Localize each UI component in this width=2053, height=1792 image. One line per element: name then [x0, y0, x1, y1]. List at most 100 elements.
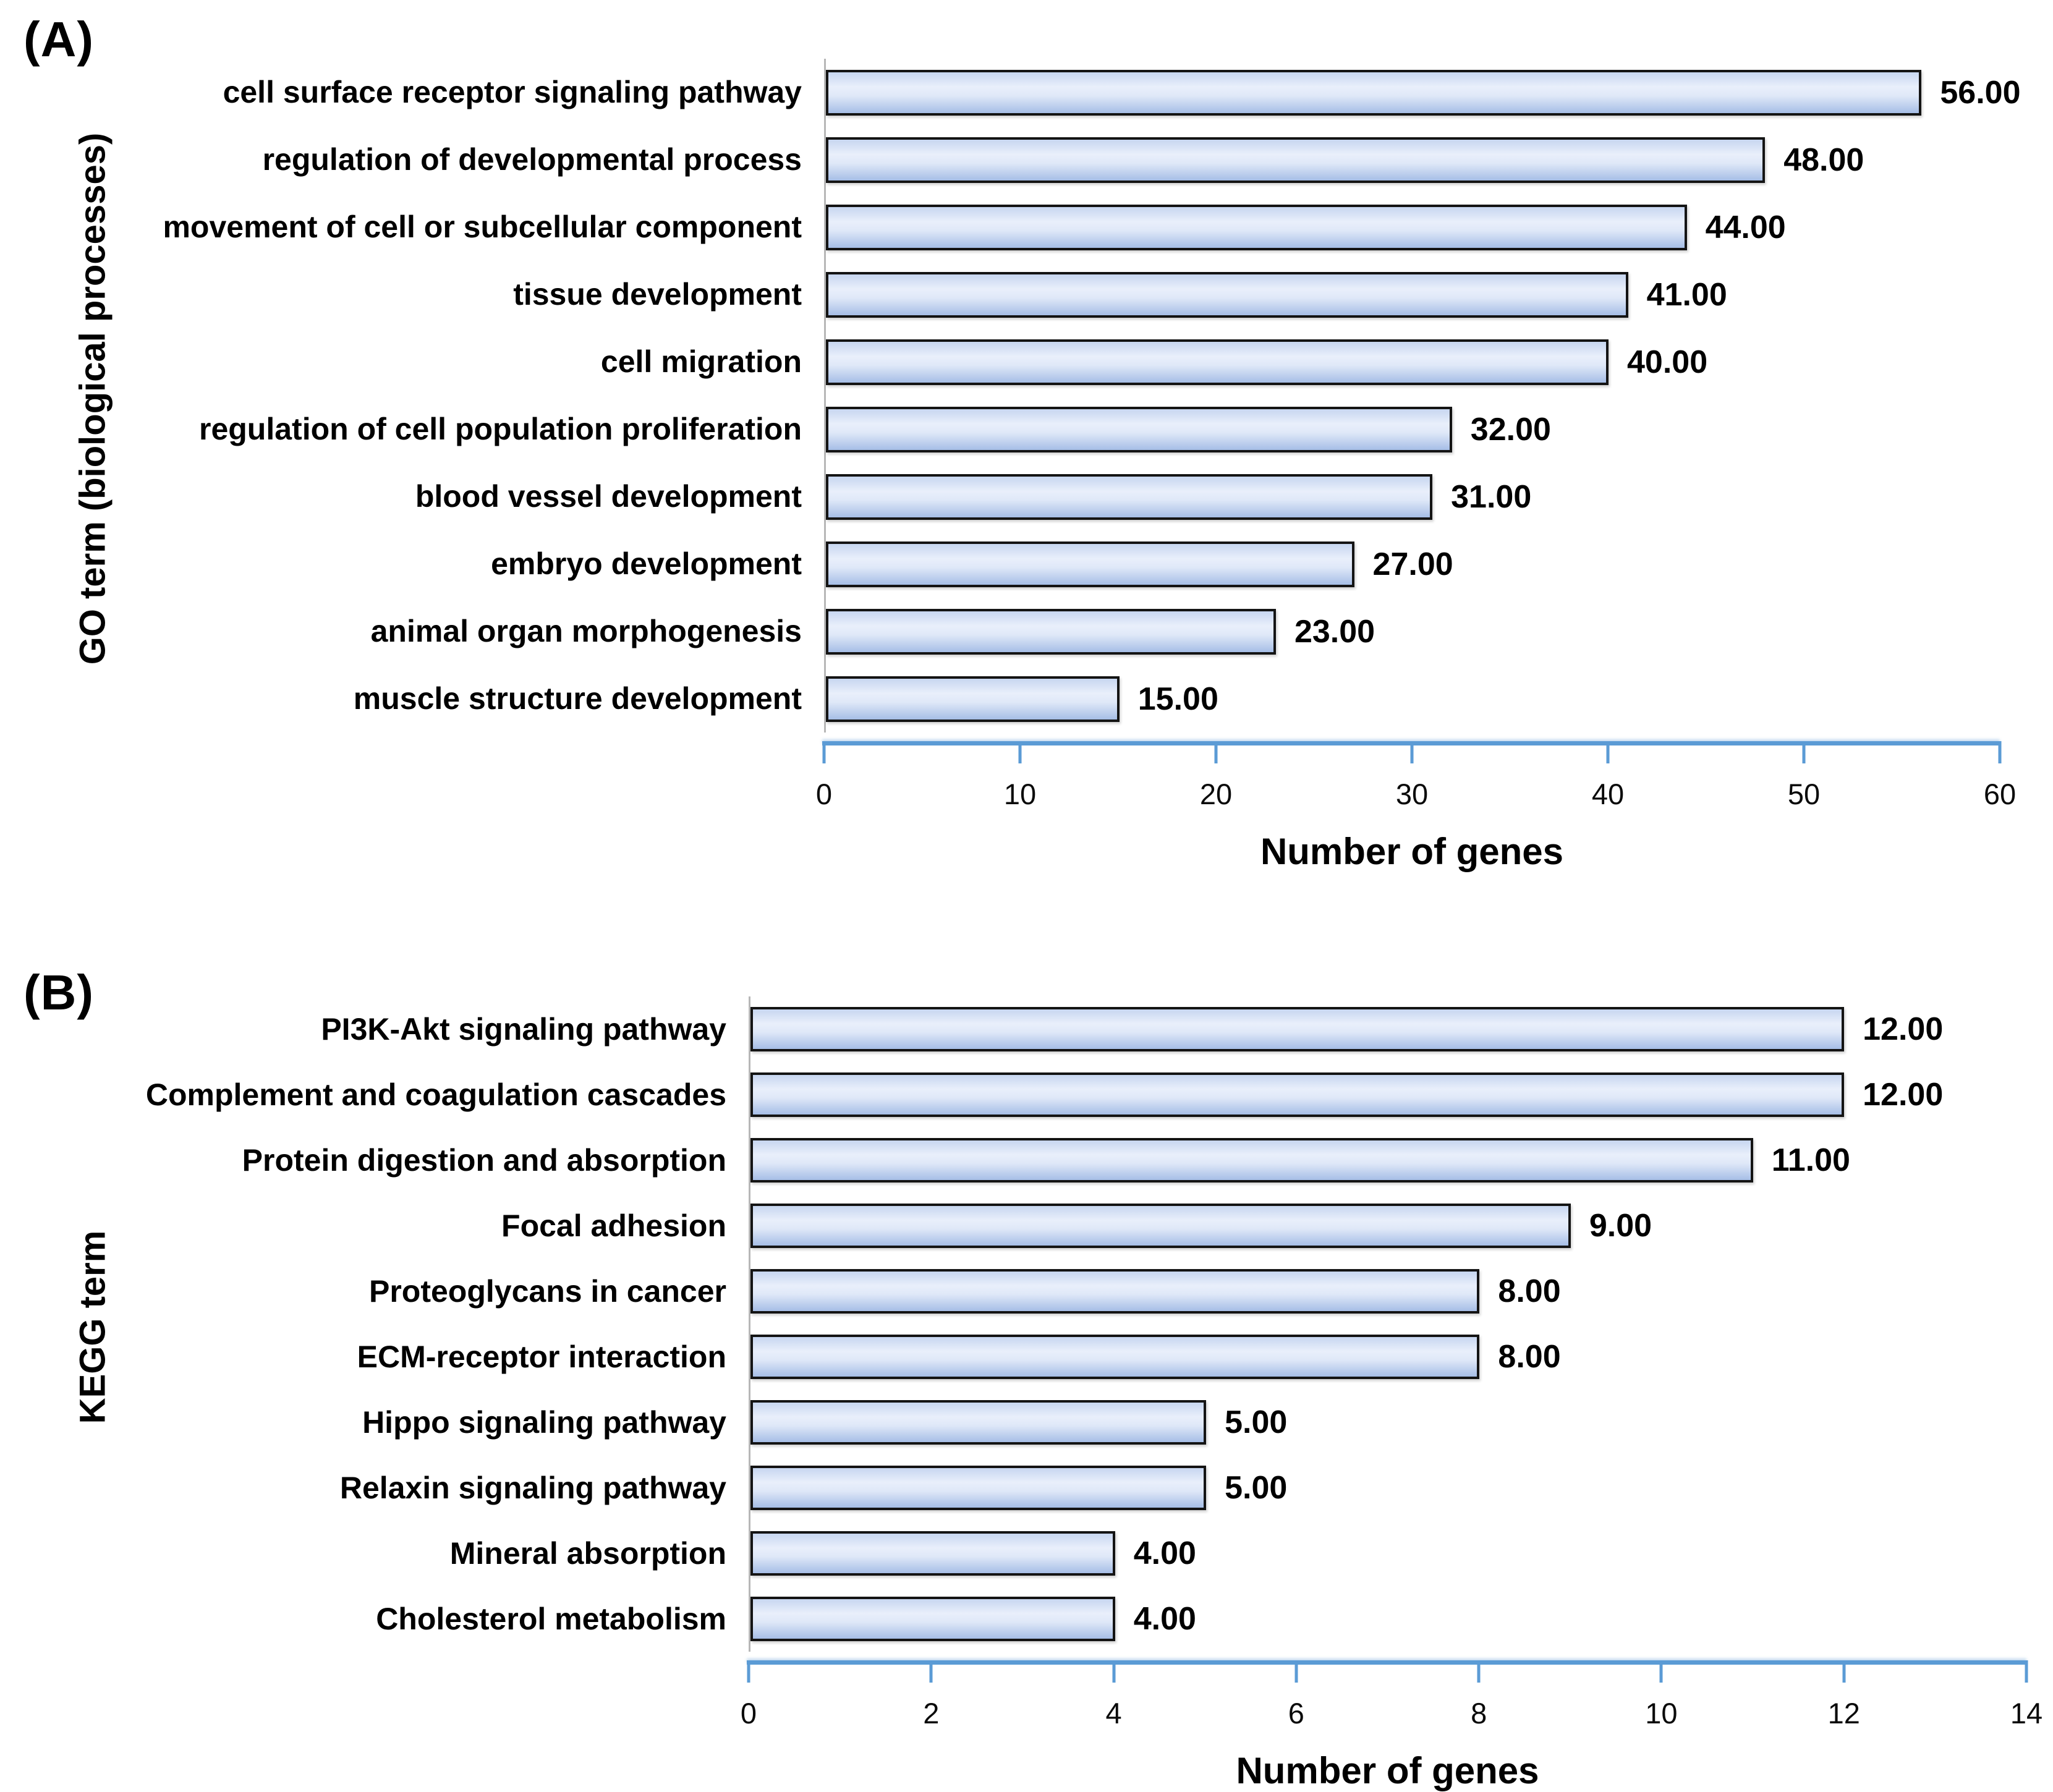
axis-tick-label: 8: [1471, 1697, 1487, 1730]
bar-row: PI3K-Akt signaling pathway 12.00: [0, 996, 2053, 1062]
value-label: 41.00: [1646, 276, 1727, 313]
axis-tick: [1018, 741, 1022, 763]
bar-track: 32.00: [824, 396, 2000, 463]
bar-track: 5.00: [749, 1390, 2026, 1455]
category-label: blood vessel development: [415, 479, 802, 514]
panel-label-a: (A): [23, 12, 95, 67]
value-label: 32.00: [1470, 411, 1551, 448]
bar-rows-a: cell surface receptor signaling pathway 5…: [0, 59, 2053, 733]
category-label: embryo development: [491, 546, 802, 581]
category-label: regulation of cell population proliferat…: [199, 412, 802, 446]
value-label: 8.00: [1498, 1339, 1561, 1375]
bar: [826, 406, 1452, 452]
category-label: PI3K-Akt signaling pathway: [321, 1011, 726, 1047]
bar-row: tissue development 41.00: [0, 261, 2053, 328]
axis-tick-label: 6: [1288, 1697, 1304, 1730]
axis-tick-label: 20: [1199, 778, 1233, 810]
value-label: 31.00: [1451, 478, 1532, 515]
axis-tick: [1842, 1660, 1846, 1683]
category-label: Protein digestion and absorption: [242, 1142, 726, 1178]
panel-label-b: (B): [23, 965, 95, 1020]
axis-tick: [822, 741, 826, 763]
bar-row: Cholesterol metabolism 4.00: [0, 1586, 2053, 1652]
value-label: 12.00: [1863, 1077, 1944, 1113]
axis-tick: [1477, 1660, 1481, 1683]
value-label: 5.00: [1225, 1404, 1288, 1440]
bar-row: Proteoglycans in cancer 8.00: [0, 1259, 2053, 1324]
bar: [826, 204, 1687, 250]
x-axis-a: 0 10 20 30 40 50 60: [816, 741, 2016, 814]
axis-tick: [1659, 1660, 1663, 1683]
value-label: 8.00: [1498, 1273, 1561, 1309]
bar-track: 41.00: [824, 261, 2000, 328]
bar: [826, 608, 1276, 655]
bar-track: 23.00: [824, 598, 2000, 665]
category-label: cell surface receptor signaling pathway: [223, 75, 802, 109]
bar: [750, 1466, 1207, 1510]
bar-track: 56.00: [824, 59, 2021, 126]
axis-tick: [1802, 741, 1806, 763]
category-label: Relaxin signaling pathway: [339, 1470, 726, 1505]
value-label: 4.00: [1133, 1601, 1196, 1637]
bar-track: 15.00: [824, 665, 2000, 733]
axis-tick-label: 2: [923, 1697, 940, 1730]
category-label: movement of cell or subcellular componen…: [163, 210, 802, 244]
axis-tick: [1294, 1660, 1298, 1683]
category-label: Hippo signaling pathway: [362, 1404, 726, 1440]
y-axis-title-go-term: GO term (biological processes): [72, 132, 113, 665]
bar-track: 4.00: [749, 1521, 2026, 1586]
bar: [750, 1204, 1571, 1248]
axis-tick-label: 4: [1105, 1697, 1122, 1730]
category-label: muscle structure development: [353, 681, 802, 716]
value-label: 23.00: [1294, 613, 1375, 650]
bar: [750, 1007, 1845, 1051]
bar-row: blood vessel development 31.00: [0, 463, 2053, 530]
value-label: 9.00: [1589, 1208, 1652, 1244]
category-label: Cholesterol metabolism: [376, 1601, 726, 1636]
bar-row: regulation of cell population proliferat…: [0, 396, 2053, 463]
bar-row: Protein digestion and absorption 11.00: [0, 1127, 2053, 1193]
panel-go-biological-processes: (A) GO term (biological processes) cell …: [0, 0, 2053, 873]
value-label: 15.00: [1137, 681, 1218, 717]
axis-tick: [2025, 1660, 2028, 1683]
category-label: ECM-receptor interaction: [357, 1339, 726, 1374]
category-label: Complement and coagulation cascades: [145, 1077, 726, 1112]
axis-tick-label: 10: [1003, 778, 1037, 810]
axis-tick: [747, 1660, 750, 1683]
axis-tick-label: 40: [1591, 778, 1625, 810]
axis-tick-label: 50: [1787, 778, 1821, 810]
axis-tick-label: 60: [1983, 778, 2017, 810]
axis-tick: [1112, 1660, 1116, 1683]
bar-row: cell surface receptor signaling pathway 5…: [0, 59, 2053, 126]
bar-row: regulation of developmental process 48.00: [0, 126, 2053, 193]
y-axis-title-kegg-term: KEGG term: [72, 1230, 113, 1424]
bar-track: 12.00: [749, 996, 2026, 1062]
category-label: regulation of developmental process: [262, 142, 802, 177]
bar: [750, 1335, 1480, 1379]
bar-row: animal organ morphogenesis 23.00: [0, 598, 2053, 665]
bar: [826, 473, 1433, 520]
axis-tick-label: 10: [1645, 1697, 1678, 1730]
value-label: 5.00: [1225, 1470, 1288, 1506]
value-label: 12.00: [1863, 1011, 1944, 1047]
bar-track: 40.00: [824, 328, 2000, 396]
value-label: 56.00: [1940, 74, 2021, 111]
bar-track: 44.00: [824, 193, 2000, 261]
bar: [750, 1400, 1207, 1445]
bar: [826, 137, 1766, 183]
axis-tick: [1214, 741, 1218, 763]
bar-rows-b: PI3K-Akt signaling pathway 12.00 Complemen…: [0, 996, 2053, 1652]
bar: [750, 1531, 1115, 1576]
bar-row: ECM-receptor interaction 8.00: [0, 1324, 2053, 1390]
bar-track: 5.00: [749, 1455, 2026, 1521]
bar-track: 8.00: [749, 1324, 2026, 1390]
bar-row: muscle structure development 15.00: [0, 665, 2053, 733]
bar-track: 9.00: [749, 1193, 2026, 1259]
category-label: Focal adhesion: [501, 1208, 726, 1243]
bar: [826, 339, 1609, 385]
bar: [826, 69, 1922, 116]
value-label: 48.00: [1783, 142, 1864, 178]
category-label: cell migration: [600, 344, 802, 379]
axis-tick-label: 0: [815, 778, 833, 810]
bar-track: 48.00: [824, 126, 2000, 193]
